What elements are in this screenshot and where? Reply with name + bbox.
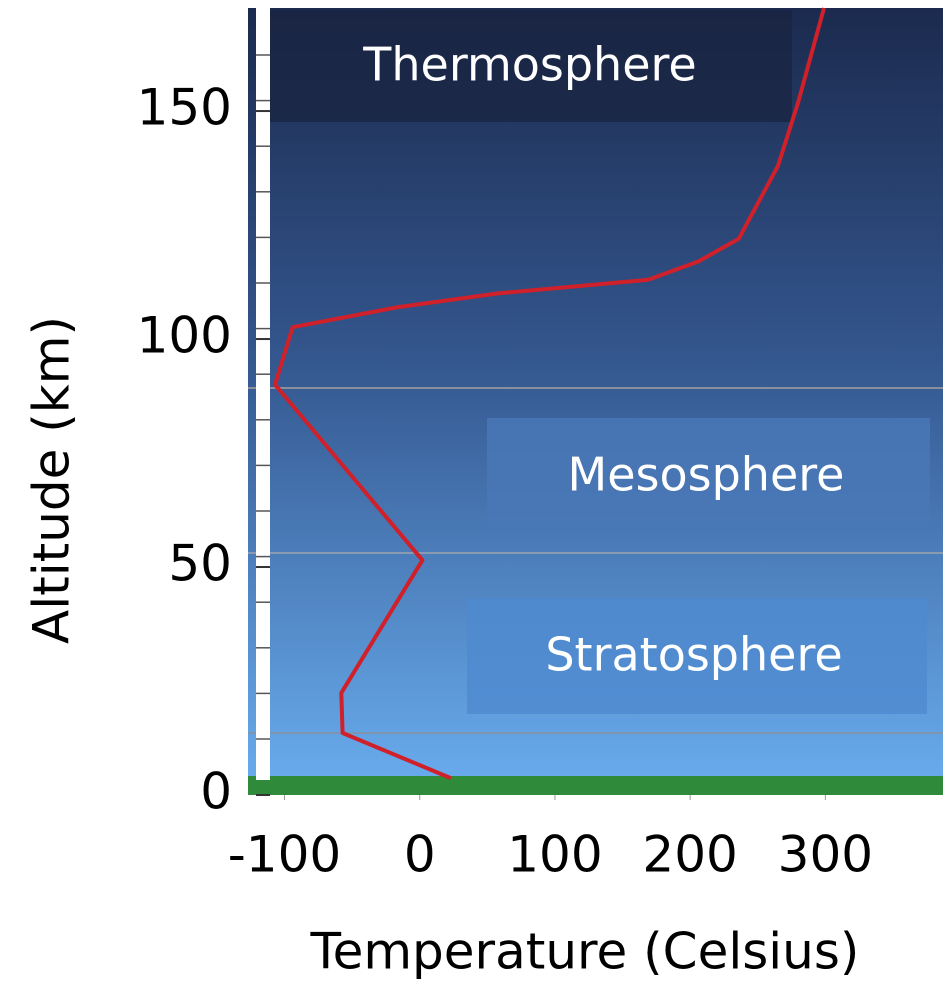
- chart: Thermosphere Mesosphere Stratosphere Tem…: [0, 0, 943, 991]
- x-tick-label: -100: [228, 826, 341, 884]
- y-axis-title: Altitude (km): [23, 316, 81, 644]
- annotation: Stratosphere: [545, 628, 842, 682]
- y-tick-label: 100: [137, 307, 232, 365]
- ruler: [256, 8, 270, 780]
- y-tick-label: 150: [137, 79, 232, 137]
- x-tick-label: 200: [642, 826, 737, 884]
- x-axis-title: Temperature (Celsius): [310, 923, 860, 981]
- ground: [248, 776, 943, 795]
- annotation: Thermosphere: [362, 38, 696, 92]
- x-tick-label: 300: [778, 826, 873, 884]
- x-tick-label: 0: [404, 826, 436, 884]
- y-tick-label: 0: [200, 763, 232, 821]
- annotation: Mesosphere: [568, 448, 845, 502]
- x-tick-label: 100: [507, 826, 602, 884]
- y-tick-label: 50: [168, 535, 232, 593]
